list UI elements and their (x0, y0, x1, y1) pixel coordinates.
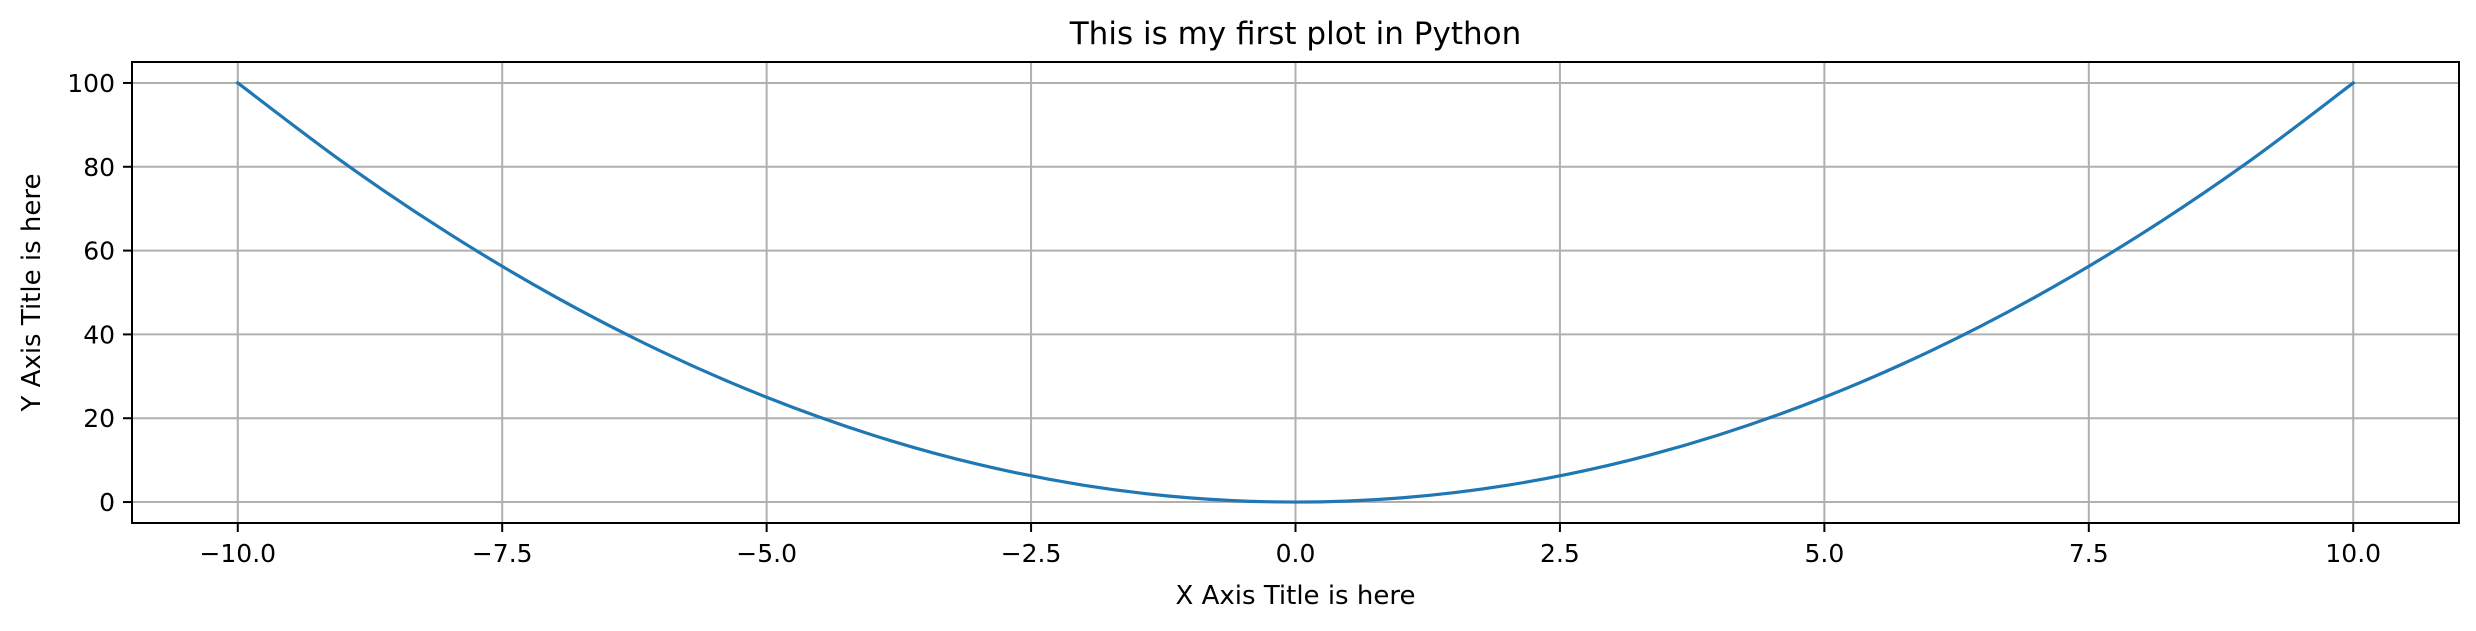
tick-layer: −10.0 −7.5 −5.0 −2.5 0.0 2.5 5.0 7.5 10.0 0 20 40 60… (67, 69, 2381, 568)
series-line (235, 80, 2356, 504)
x-tick-label: 10.0 (2325, 539, 2381, 568)
y-tick-label: 60 (83, 237, 115, 266)
x-tick-label: 0.0 (1276, 539, 1316, 568)
x-tick-label: 2.5 (1540, 539, 1580, 568)
y-tick-label: 80 (83, 153, 115, 182)
x-tick-label: −10.0 (199, 539, 276, 568)
x-tick-label: −5.0 (736, 539, 797, 568)
x-tick-label: −2.5 (1001, 539, 1062, 568)
x-axis-label: X Axis Title is here (1176, 581, 1416, 611)
y-tick-label: 40 (83, 320, 115, 349)
y-tick-label: 100 (67, 69, 115, 98)
x-tick-label: 7.5 (2069, 539, 2109, 568)
grid-layer (132, 62, 2459, 523)
series-layer (235, 80, 2356, 504)
y-tick-label: 0 (99, 488, 115, 517)
y-tick-label: 20 (83, 404, 115, 433)
x-tick-label: 5.0 (1804, 539, 1844, 568)
y-axis-label: Y Axis Title is here (17, 174, 47, 413)
x-tick-label: −7.5 (472, 539, 533, 568)
chart-title: This is my first plot in Python (1069, 16, 1521, 52)
